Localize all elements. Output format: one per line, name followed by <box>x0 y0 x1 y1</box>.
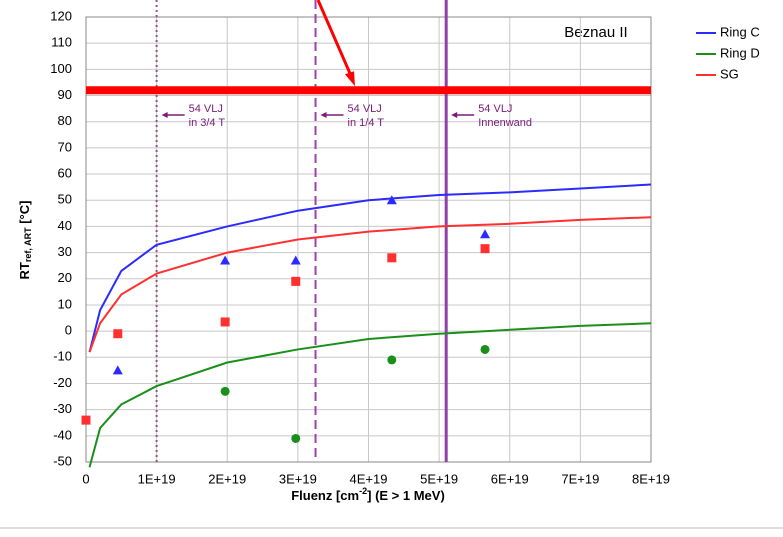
marker <box>81 415 91 425</box>
y-tick-label: -50 <box>53 453 72 468</box>
marker <box>291 433 301 443</box>
y-tick-label: 90 <box>58 87 72 102</box>
x-tick-label: 2E+19 <box>208 471 246 486</box>
y-tick-label: 120 <box>50 8 72 23</box>
x-tick-label: 7E+19 <box>561 471 599 486</box>
legend-label: SG <box>720 66 739 81</box>
x-tick-label: 4E+19 <box>350 471 388 486</box>
y-tick-label: 60 <box>58 165 72 180</box>
x-tick-label: 5E+19 <box>420 471 458 486</box>
series-line <box>88 216 652 353</box>
series-line <box>88 322 652 468</box>
marker <box>480 229 491 239</box>
y-tick-label: 80 <box>58 113 72 128</box>
plot-border <box>85 16 652 463</box>
y-tick-label: 110 <box>51 35 72 50</box>
pointer-arrow <box>316 0 355 81</box>
pointer-head <box>345 71 355 87</box>
y-tick-label: -10 <box>53 349 72 364</box>
x-tick-label: 3E+19 <box>279 471 317 486</box>
arrow-head <box>161 112 168 118</box>
x-tick-label: 8E+19 <box>632 471 670 486</box>
y-tick-label: 10 <box>58 296 72 311</box>
y-tick-label: 50 <box>58 192 72 207</box>
annotation: 54 VLJ <box>189 103 223 115</box>
marker <box>220 255 231 265</box>
marker <box>480 344 490 354</box>
marker <box>220 386 230 396</box>
chart-title: Beznau II <box>564 24 627 41</box>
annotation: in 3/4 T <box>189 117 226 129</box>
marker <box>387 253 397 263</box>
marker <box>112 365 123 375</box>
marker <box>220 317 230 327</box>
annotation: Innenwand <box>478 117 532 129</box>
y-tick-label: 30 <box>58 244 72 259</box>
y-tick-label: -30 <box>53 401 72 416</box>
annotation: in 1/4 T <box>348 117 385 129</box>
marker <box>291 276 301 286</box>
x-tick-label: 1E+19 <box>138 471 176 486</box>
arrow-head <box>451 112 458 118</box>
marker <box>290 255 301 265</box>
y-tick-label: 40 <box>58 218 72 233</box>
marker <box>480 244 490 254</box>
x-axis-label: Fluenz [cm-2] (E > 1 MeV) <box>291 486 445 503</box>
y-tick-label: 20 <box>58 270 72 285</box>
marker <box>386 195 397 205</box>
series-line <box>88 183 652 353</box>
legend-label: Ring D <box>720 45 760 60</box>
arrow-head <box>320 112 327 118</box>
x-tick-label: 0 <box>82 471 89 486</box>
y-tick-label: -40 <box>53 427 72 442</box>
y-tick-label: 100 <box>50 61 72 76</box>
y-tick-label: 70 <box>58 139 72 154</box>
y-axis-label: RTref, ART [°C] <box>17 201 33 280</box>
annotation: 54 VLJ <box>348 103 382 115</box>
marker <box>387 355 397 365</box>
annotation: 54 VLJ <box>478 103 512 115</box>
marker <box>113 329 123 339</box>
x-tick-label: 6E+19 <box>491 471 529 486</box>
y-tick-label: 0 <box>65 323 72 338</box>
legend-label: Ring C <box>720 24 760 39</box>
y-tick-label: -20 <box>53 375 72 390</box>
